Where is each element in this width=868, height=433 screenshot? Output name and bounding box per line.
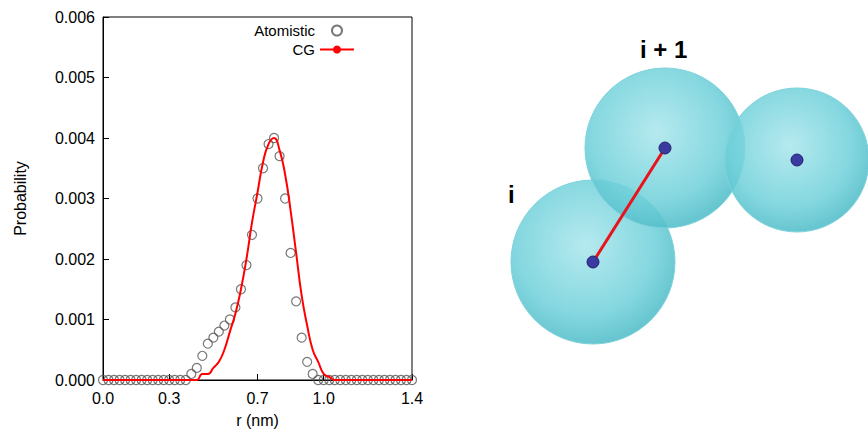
svg-text:0.005: 0.005 (55, 69, 95, 86)
svg-text:0.006: 0.006 (55, 9, 95, 26)
svg-text:1.0: 1.0 (313, 390, 335, 407)
svg-text:0.002: 0.002 (55, 251, 95, 268)
svg-text:i: i (508, 181, 515, 208)
svg-text:0.7: 0.7 (246, 390, 268, 407)
svg-text:0.0: 0.0 (92, 390, 114, 407)
svg-text:0.3: 0.3 (158, 390, 180, 407)
svg-text:0.004: 0.004 (55, 130, 95, 147)
svg-text:Probability: Probability (12, 161, 29, 236)
svg-text:i + 1: i + 1 (640, 36, 687, 63)
svg-text:0.000: 0.000 (55, 372, 95, 389)
svg-text:0.001: 0.001 (55, 311, 95, 328)
svg-text:CG: CG (293, 41, 316, 58)
svg-text:1.4: 1.4 (401, 390, 423, 407)
svg-text:Atomistic: Atomistic (254, 22, 315, 39)
svg-text:r (nm): r (nm) (236, 412, 279, 429)
svg-text:0.003: 0.003 (55, 190, 95, 207)
